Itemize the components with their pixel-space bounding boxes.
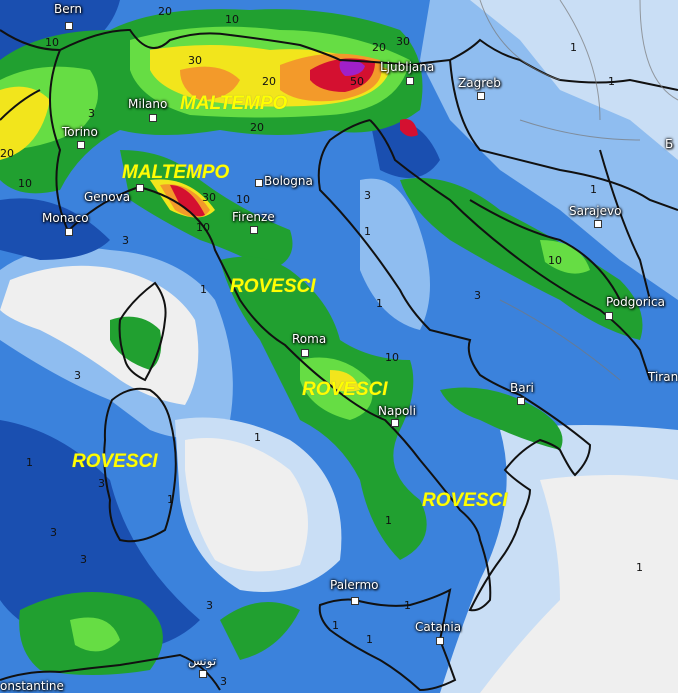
city-marker: [65, 22, 73, 30]
city-label-catania: Catania: [415, 620, 462, 634]
annotation-rovesci-sardinia: ROVESCI: [72, 451, 158, 472]
city-label-firenze: Firenze: [232, 210, 275, 224]
contour-label: 1: [404, 599, 411, 612]
contour-label: 1: [376, 297, 383, 310]
contour-label: 20: [372, 41, 386, 54]
contour-label: 30: [202, 191, 216, 204]
contour-label: 1: [608, 75, 615, 88]
contour-label: 10: [236, 193, 250, 206]
border-west: [0, 49, 69, 232]
contour-label: 10: [548, 254, 562, 267]
city-label-roma: Roma: [292, 332, 327, 346]
city-marker: [594, 220, 602, 228]
city-label-sarajevo: Sarajevo: [569, 204, 622, 218]
city-label-monaco: Monaco: [42, 211, 89, 225]
border-alps: [0, 28, 678, 91]
city-label-genova: Genova: [84, 190, 131, 204]
contour-label: 1: [590, 183, 597, 196]
city-marker: [301, 349, 309, 357]
contour-label: 3: [122, 234, 129, 247]
contour-label: 10: [18, 177, 32, 190]
contour-label: 1: [366, 633, 373, 646]
city-label-milano: Milano: [128, 97, 168, 111]
coastline-corsica: [118, 281, 167, 382]
contour-label: 1: [254, 431, 261, 444]
city-marker: [255, 179, 263, 187]
city-marker: [391, 419, 399, 427]
coastline-croatia: [369, 119, 651, 381]
contour-label: 50: [350, 75, 364, 88]
city-label-bari: Bari: [510, 381, 534, 395]
contour-label: 3: [220, 675, 227, 688]
city-label-bologna: Bologna: [264, 174, 313, 188]
city-marker: [136, 184, 144, 192]
contour-label: 10: [45, 36, 59, 49]
city-label-constantine: onstantine: [0, 679, 64, 693]
contour-label: 30: [396, 35, 410, 48]
contour-label: 3: [50, 526, 57, 539]
city-marker: [436, 637, 444, 645]
annotation-rovesci-lazio: ROVESCI: [302, 379, 388, 400]
contour-label: 30: [188, 54, 202, 67]
city-marker: [250, 226, 258, 234]
city-marker: [477, 92, 485, 100]
city-label-napoli: Napoli: [378, 404, 416, 418]
contour-label: 1: [167, 493, 174, 506]
city-label-bern: Bern: [54, 2, 82, 16]
contour-label: 3: [88, 107, 95, 120]
annotation-rovesci-calabria: ROVESCI: [422, 490, 508, 511]
contour-label: 20: [262, 75, 276, 88]
contour-label: 3: [474, 289, 481, 302]
city-marker: [149, 114, 157, 122]
contour-label: 3: [206, 599, 213, 612]
coastline-sicily: [318, 588, 457, 692]
coastline-sardinia: [103, 387, 177, 543]
contour-label: 10: [385, 351, 399, 364]
contour-label: 1: [332, 619, 339, 632]
city-marker: [199, 670, 207, 678]
city-label-zagreb: Zagreb: [458, 76, 501, 90]
contour-label: 1: [200, 283, 207, 296]
contour-label: 1: [636, 561, 643, 574]
city-label-torino: Torino: [62, 125, 98, 139]
contour-label: 3: [364, 189, 371, 202]
city-label-partial: Б: [665, 137, 674, 151]
contour-label: 10: [196, 221, 210, 234]
annotation-rovesci-tuscany: ROVESCI: [230, 276, 316, 297]
city-label-tunis: تونس: [188, 654, 217, 668]
contour-label: 3: [74, 369, 81, 382]
contour-label: 1: [570, 41, 577, 54]
city-marker: [351, 597, 359, 605]
city-marker: [77, 141, 85, 149]
contour-label: 1: [26, 456, 33, 469]
city-marker: [406, 77, 414, 85]
coastline-italy: [67, 119, 592, 612]
city-label-palermo: Palermo: [330, 578, 379, 592]
contour-label: 3: [98, 477, 105, 490]
city-marker: [605, 312, 613, 320]
city-label-podgorica: Podgorica: [606, 295, 665, 309]
coastline-africa: [0, 653, 221, 691]
contour-label: 10: [225, 13, 239, 26]
city-marker: [65, 228, 73, 236]
city-label-ljubljana: Ljubljana: [380, 60, 435, 74]
contour-label: 1: [385, 514, 392, 527]
annotation-maltempo-liguria: MALTEMPO: [122, 162, 230, 183]
contour-label: 20: [0, 147, 14, 160]
annotation-maltempo-north: MALTEMPO: [180, 93, 288, 114]
city-marker: [517, 397, 525, 405]
contour-label: 20: [158, 5, 172, 18]
contour-label: 3: [80, 553, 87, 566]
border-balkans: [449, 59, 678, 301]
contour-label: 20: [250, 121, 264, 134]
contour-label: 1: [364, 225, 371, 238]
city-label-tirana: Tiran: [648, 370, 678, 384]
